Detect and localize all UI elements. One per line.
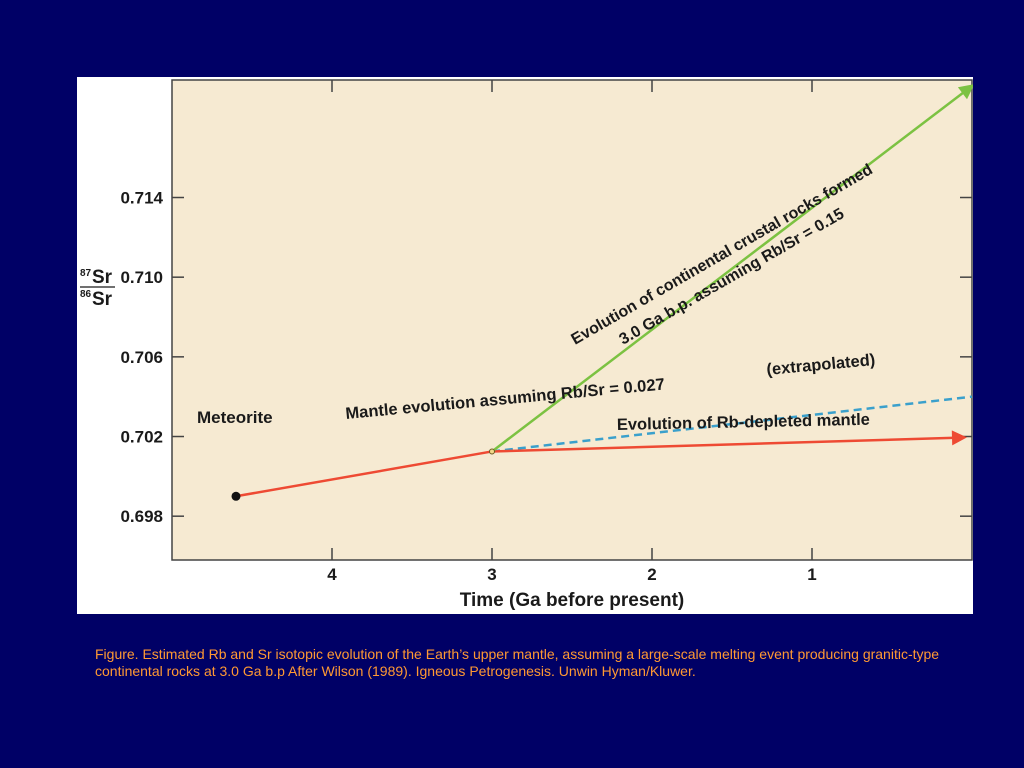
plot-area bbox=[171, 79, 973, 561]
continental-crust-line bbox=[491, 84, 973, 453]
y-tick-label: 0.714 bbox=[120, 189, 163, 208]
isotope-evolution-chart: 0.714 0.710 0.706 0.702 0.698 4 3 2 1 87 Sr 86 S… bbox=[80, 79, 973, 611]
depleted-mantle-label: Evolution of Rb-depleted mantle bbox=[617, 411, 870, 434]
y-label-denominator: Sr bbox=[92, 289, 113, 310]
extrapolated-mantle-line bbox=[491, 395, 973, 453]
y-label-numerator: Sr bbox=[92, 267, 113, 288]
meteorite-point bbox=[231, 491, 241, 501]
y-label-denominator-superscript: 86 bbox=[80, 289, 92, 300]
y-label-numerator-superscript: 87 bbox=[80, 268, 92, 279]
mantle-evolution-line bbox=[235, 450, 493, 498]
x-tick-label: 3 bbox=[487, 565, 496, 584]
branch-point bbox=[489, 448, 495, 455]
y-axis-label: 87 Sr 86 Sr bbox=[80, 267, 115, 310]
y-tick-label: 0.698 bbox=[120, 507, 163, 526]
figure-caption: Figure. Estimated Rb and Sr isotopic evo… bbox=[95, 646, 940, 679]
series-layer bbox=[231, 84, 973, 501]
meteorite-label: Meteorite bbox=[197, 408, 273, 427]
y-tick-label: 0.702 bbox=[120, 428, 163, 447]
x-axis-label: Time (Ga before present) bbox=[460, 590, 685, 611]
depleted-mantle-line bbox=[491, 430, 967, 453]
y-tick-label: 0.706 bbox=[120, 348, 163, 367]
x-tick-label: 4 bbox=[327, 565, 337, 584]
x-tick-label: 2 bbox=[647, 565, 656, 584]
x-tick-label: 1 bbox=[807, 565, 816, 584]
y-tick-label: 0.710 bbox=[120, 268, 163, 287]
figure-panel: 0.714 0.710 0.706 0.702 0.698 4 3 2 1 87 Sr 86 S… bbox=[77, 77, 973, 614]
